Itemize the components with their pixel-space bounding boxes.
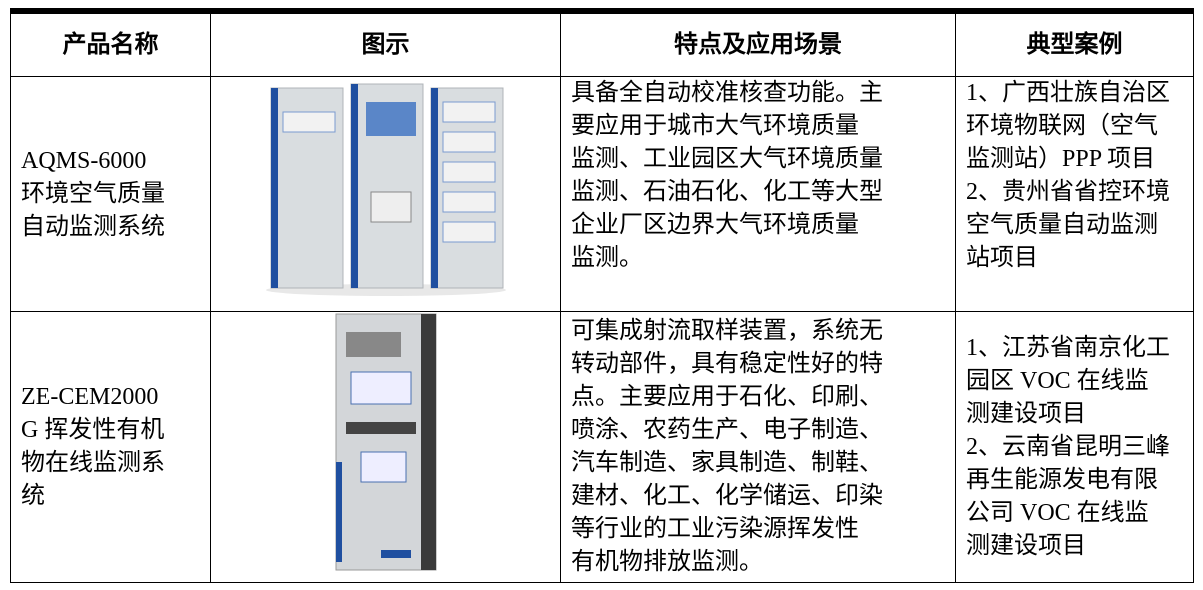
text-line: 监测、石油石化、化工等大型: [571, 179, 883, 205]
product-image: [265, 83, 506, 296]
text-line: 要应用于城市大气环境质量: [571, 113, 859, 139]
cases-cell: 1、江苏省南京化工 园区 VOC 在线监 测建设项目 2、云南省昆明三峰 再生能源发电有…: [955, 311, 1194, 583]
features-cell: 具备全自动校准核查功能。主 要应用于城市大气环境质量 监测、工业园区大气环境质量 监测…: [560, 76, 956, 312]
text-line: 喷涂、农药生产、电子制造、: [571, 417, 883, 443]
text-line: ZE-CEM2000: [21, 384, 159, 410]
image-cell: [210, 76, 561, 312]
cases-cell: 1、广西壮族自治区 环境物联网（空气 监测站）PPP 项目 2、贵州省省控环境 空气质量…: [955, 76, 1194, 312]
header-cell: 典型案例: [955, 11, 1194, 77]
text-line: 测建设项目: [966, 532, 1086, 559]
text-line: 统: [21, 483, 45, 509]
text-line: 1、广西壮族自治区: [966, 80, 1170, 106]
text-line: 2、云南省昆明三峰: [966, 433, 1170, 460]
text-line: 监测站）PPP 项目: [966, 146, 1156, 172]
text-line: 站项目: [966, 245, 1038, 271]
name-cell: AQMS-6000 环境空气质量 自动监测系统: [10, 76, 211, 312]
text-line: 再生能源发电有限: [966, 466, 1158, 493]
text-line: 1、江苏省南京化工: [966, 334, 1170, 361]
text-line: 等行业的工业污染源挥发性: [571, 516, 859, 542]
text-line: 有机物排放监测。: [571, 549, 763, 575]
text-line: 监测、工业园区大气环境质量: [571, 146, 883, 172]
text-line: 公司 VOC 在线监: [966, 499, 1149, 526]
text-line: 转动部件，具有稳定性好的特: [571, 351, 883, 377]
image-cell: [210, 311, 561, 583]
text-line: 2、贵州省省控环境: [966, 179, 1170, 205]
text-line: G 挥发性有机: [21, 417, 165, 443]
name-cell: ZE-CEM2000 G 挥发性有机 物在线监测系统: [10, 311, 211, 583]
text-line: 园区 VOC 在线监: [966, 367, 1149, 394]
header-cell: 图示: [210, 11, 561, 77]
text-line: 汽车制造、家具制造、制鞋、: [571, 450, 883, 476]
text-line: 自动监测系统: [21, 213, 165, 240]
text-line: 物在线监测系: [21, 450, 165, 476]
features-cell: 可集成射流取样装置，系统无 转动部件，具有稳定性好的特 点。主要应用于石化、印刷、喷…: [560, 311, 956, 583]
text-line: 空气质量自动监测: [966, 212, 1158, 238]
text-line: 测建设项目: [966, 400, 1086, 427]
text-line: 建材、化工、化学储运、印染: [571, 483, 883, 509]
product-image: [335, 313, 436, 571]
header-cell: 特点及应用场景: [560, 11, 956, 77]
product-table: 产品名称 图示 特点及应用场景 典型案例 AQMS-6000 环境空气质量 自动监测系统 …: [10, 8, 1194, 583]
text-line: 具备全自动校准核查功能。主: [571, 80, 883, 106]
text-line: 点。主要应用于石化、印刷、: [571, 384, 883, 410]
text-line: 环境物联网（空气: [966, 113, 1158, 139]
text-line: 监测。: [571, 245, 643, 271]
text-line: AQMS-6000: [21, 147, 147, 174]
document: 产品名称 图示 特点及应用场景 典型案例 AQMS-6000 环境空气质量 自动监测系统 …: [10, 8, 1194, 583]
text-line: 可集成射流取样装置，系统无: [571, 318, 883, 344]
header-cell: 产品名称: [10, 11, 211, 77]
text-line: 环境空气质量: [21, 180, 165, 207]
text-line: 企业厂区边界大气环境质量: [571, 212, 859, 238]
